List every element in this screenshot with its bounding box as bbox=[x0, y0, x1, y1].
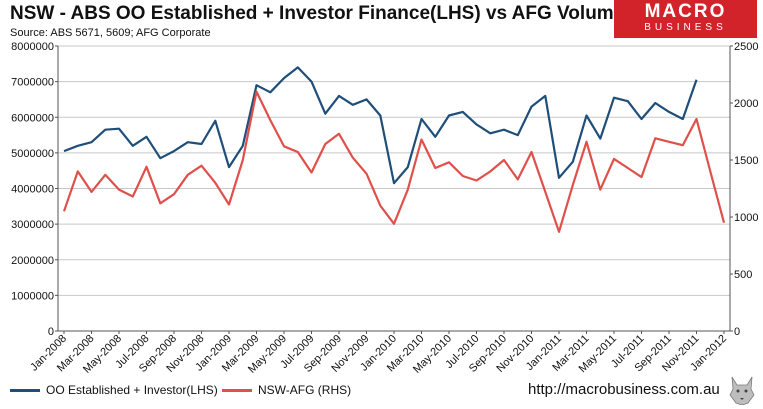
brand-logo: MACRO BUSINESS bbox=[614, 0, 757, 38]
y-left-tick-label-4: 4000000 bbox=[11, 184, 54, 196]
series-lines bbox=[62, 66, 726, 233]
y-right-tick-label-2: 1000 bbox=[734, 212, 758, 224]
legend-label-afg: NSW-AFG (RHS) bbox=[258, 383, 352, 397]
y-left-tick-label-0: 0 bbox=[48, 326, 54, 338]
y-left-tick-label-8: 8000000 bbox=[11, 41, 54, 53]
brand-logo-line2: BUSINESS bbox=[644, 22, 727, 33]
legend-item-afg: NSW-AFG (RHS) bbox=[222, 383, 351, 397]
chart-source: Source: ABS 5671, 5609; AFG Corporate bbox=[10, 27, 211, 39]
y-right-tick-label-1: 500 bbox=[734, 269, 752, 281]
legend-swatch-oo bbox=[10, 389, 40, 393]
y-axis-right-labels: 0 500 1000 1500 2000 2500 bbox=[734, 41, 758, 338]
y-left-tick-label-5: 5000000 bbox=[11, 148, 54, 160]
gridlines bbox=[58, 45, 730, 296]
y-axis-left-labels: 0 1000000 2000000 3000000 4000000 5000000 6000… bbox=[11, 41, 54, 338]
brand-logo-line1: MACRO bbox=[644, 1, 727, 22]
series-line-1 bbox=[62, 90, 726, 233]
axes bbox=[55, 45, 733, 334]
website-url: http://macrobusiness.com.au bbox=[528, 381, 720, 398]
legend-item-oo: OO Established + Investor(LHS) bbox=[10, 383, 218, 397]
series-line-0 bbox=[63, 66, 698, 185]
y-left-tick-label-7: 7000000 bbox=[11, 77, 54, 89]
legend-swatch-afg bbox=[222, 389, 252, 393]
y-right-tick-label-0: 0 bbox=[734, 326, 740, 338]
y-left-tick-label-6: 6000000 bbox=[11, 112, 54, 124]
y-right-tick-label-5: 2500 bbox=[734, 41, 758, 53]
y-left-tick-label-3: 3000000 bbox=[11, 219, 54, 231]
y-right-tick-label-3: 1500 bbox=[734, 155, 758, 167]
wolf-logo-icon bbox=[729, 376, 755, 405]
y-right-tick-label-4: 2000 bbox=[734, 98, 758, 110]
y-left-tick-label-1: 1000000 bbox=[11, 290, 54, 302]
legend-label-oo: OO Established + Investor(LHS) bbox=[46, 383, 218, 397]
y-left-tick-label-2: 2000000 bbox=[11, 255, 54, 267]
chart-title: NSW - ABS OO Established + Investor Fina… bbox=[10, 3, 678, 24]
x-axis-labels: Jan-2008Mar-2008May-2008Jul-2008Sep-2008… bbox=[28, 333, 729, 376]
